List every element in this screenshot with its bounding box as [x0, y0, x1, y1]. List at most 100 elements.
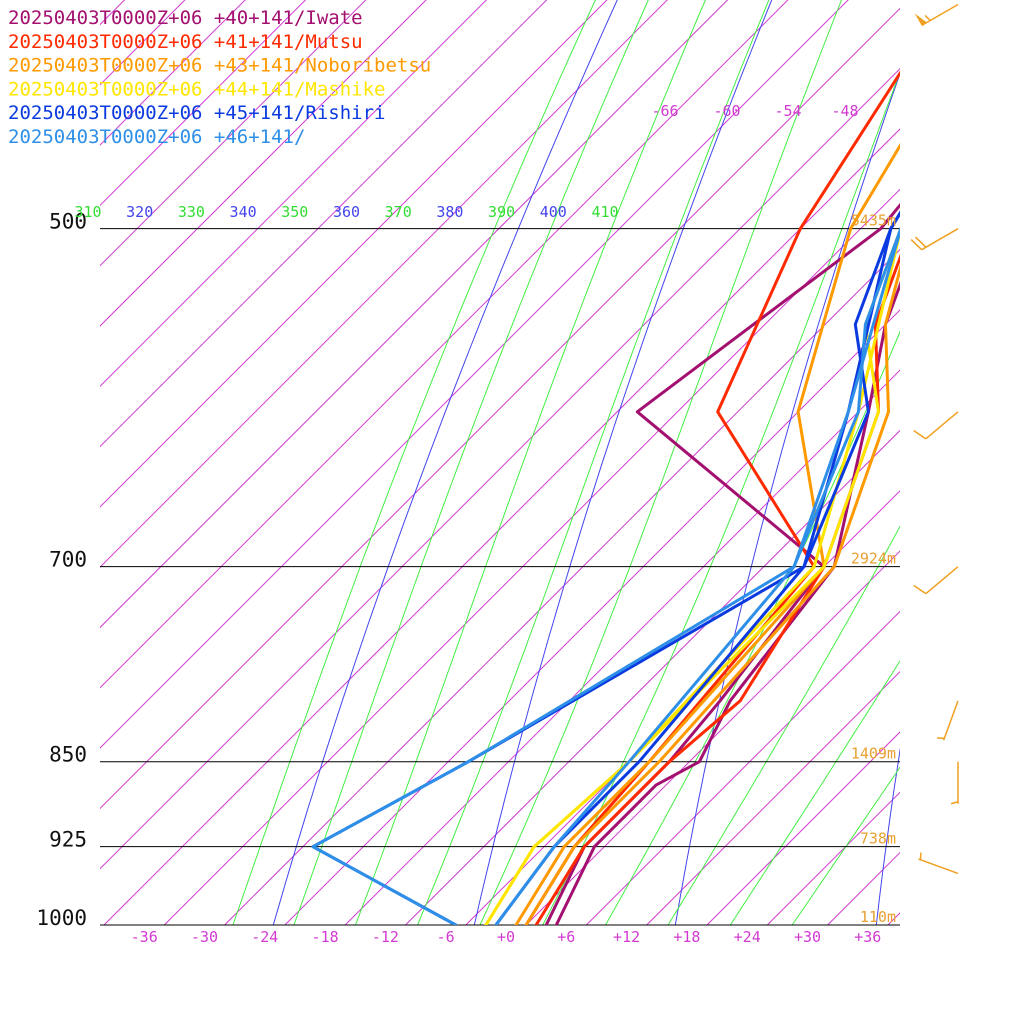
wind-barbs	[910, 3, 959, 875]
pressure-label: 1000	[36, 906, 87, 930]
sounding-line	[514, 142, 900, 925]
sounding-profiles	[311, 70, 900, 925]
upper-temperature-tick-label: -48	[831, 102, 858, 120]
temperature-tick-label: -24	[251, 928, 278, 946]
isotherm-line	[525, 550, 900, 925]
axis-labels: 100150200250300500700850925100015980m134…	[36, 102, 896, 946]
legend-entry: 20250403T0000Z+06 +43+141/Noboribetsu	[8, 55, 431, 77]
theta-e-label: 410	[591, 203, 618, 221]
legend: 20250403T0000Z+06 +40+141/Iwate20250403T…	[8, 7, 431, 148]
dry-adiabat-line	[875, 747, 900, 925]
moist-adiabat-line	[293, 0, 649, 925]
isotherm-line	[100, 0, 488, 388]
wind-barb	[910, 228, 959, 251]
wind-barb	[913, 566, 959, 595]
sounding-line	[524, 70, 900, 925]
temperature-tick-label: +0	[497, 928, 515, 946]
wind-barb	[950, 761, 959, 805]
legend-entry: 20250403T0000Z+06 +46+141/	[8, 126, 305, 148]
temperature-tick-label: +6	[557, 928, 575, 946]
legend-entry: 20250403T0000Z+06 +40+141/Iwate	[8, 7, 363, 29]
isotherm-line	[284, 309, 900, 925]
legend-entry: 20250403T0000Z+06 +45+141/Rishiri	[8, 102, 386, 124]
isotherm-line	[163, 188, 900, 925]
temperature-tick-label: +36	[854, 928, 881, 946]
theta-e-label: 400	[540, 203, 567, 221]
height-label: 2924m	[851, 550, 896, 568]
moist-adiabat-line	[354, 0, 706, 925]
pressure-label: 500	[49, 210, 87, 234]
moist-adiabat-line	[667, 525, 900, 925]
isotherm-line	[405, 429, 900, 925]
isotherm-line	[706, 731, 900, 925]
isotherm-line	[100, 67, 900, 870]
moist-adiabat-line	[604, 330, 900, 925]
sounding-line	[484, 227, 900, 925]
dry-adiabat-line	[272, 0, 618, 925]
isotherm-line	[103, 128, 900, 925]
isotherm-line	[887, 912, 900, 925]
moist-adiabat-line	[479, 0, 843, 925]
upper-temperature-tick-label: -54	[774, 102, 801, 120]
temperature-tick-label: -36	[131, 928, 158, 946]
dry-adiabat-line	[473, 0, 773, 925]
moist-adiabat-line	[729, 660, 900, 925]
moist-adiabat-line	[791, 766, 900, 925]
isotherm-line	[100, 7, 900, 810]
legend-entry: 20250403T0000Z+06 +44+141/Mashike	[8, 78, 386, 100]
moist-adiabat-lines	[232, 0, 900, 925]
theta-e-label: 390	[488, 203, 515, 221]
isotherm-line	[586, 610, 900, 925]
sounding-line	[554, 280, 900, 925]
moist-adiabat-line	[232, 0, 596, 925]
height-label: 5435m	[851, 212, 896, 230]
isotherm-line	[100, 0, 608, 508]
isotherm-line	[100, 0, 789, 689]
legend-entry: 20250403T0000Z+06 +41+141/Mutsu	[8, 31, 363, 53]
isobar-lines	[100, 228, 900, 926]
pressure-label: 925	[49, 828, 87, 852]
height-label: 738m	[860, 830, 896, 848]
theta-e-label: 310	[74, 203, 101, 221]
wind-barb	[914, 3, 959, 27]
sounding-line	[524, 263, 900, 925]
theta-e-label: 370	[385, 203, 412, 221]
theta-e-label: 330	[178, 203, 205, 221]
temperature-tick-label: +18	[673, 928, 700, 946]
theta-e-label: 360	[333, 203, 360, 221]
temperature-tick-label: -18	[312, 928, 339, 946]
wind-barb	[937, 700, 959, 741]
height-label: 1409m	[851, 745, 896, 763]
isotherm-line	[465, 490, 900, 925]
sounding-line	[534, 253, 900, 925]
isotherm-line	[1009, 0, 1024, 925]
isotherm-line	[646, 670, 900, 925]
pressure-label: 700	[49, 548, 87, 572]
theta-e-label: 340	[230, 203, 257, 221]
theta-e-label: 350	[281, 203, 308, 221]
sounding-line	[311, 226, 900, 925]
isotherm-line	[100, 0, 668, 568]
temperature-tick-label: +24	[734, 928, 761, 946]
theta-e-label: 380	[436, 203, 463, 221]
sounding-line	[494, 227, 900, 925]
theta-e-label: 320	[126, 203, 153, 221]
isotherm-lines	[100, 0, 1024, 925]
isotherm-line	[344, 369, 900, 925]
isotherm-line	[100, 0, 729, 629]
temperature-tick-label: +12	[613, 928, 640, 946]
temperature-tick-label: -6	[437, 928, 455, 946]
pressure-label: 850	[49, 743, 87, 767]
dry-adiabat-line	[674, 72, 900, 925]
moist-adiabat-line	[416, 0, 770, 925]
sounding-line	[494, 210, 900, 925]
wind-barb	[918, 852, 959, 875]
isotherm-line	[100, 0, 849, 749]
isotherm-line	[224, 248, 900, 925]
temperature-tick-label: -12	[372, 928, 399, 946]
moist-adiabat-line	[542, 70, 900, 925]
upper-temperature-tick-label: -66	[651, 102, 678, 120]
isotherm-line	[100, 0, 548, 448]
temperature-tick-label: -30	[191, 928, 218, 946]
